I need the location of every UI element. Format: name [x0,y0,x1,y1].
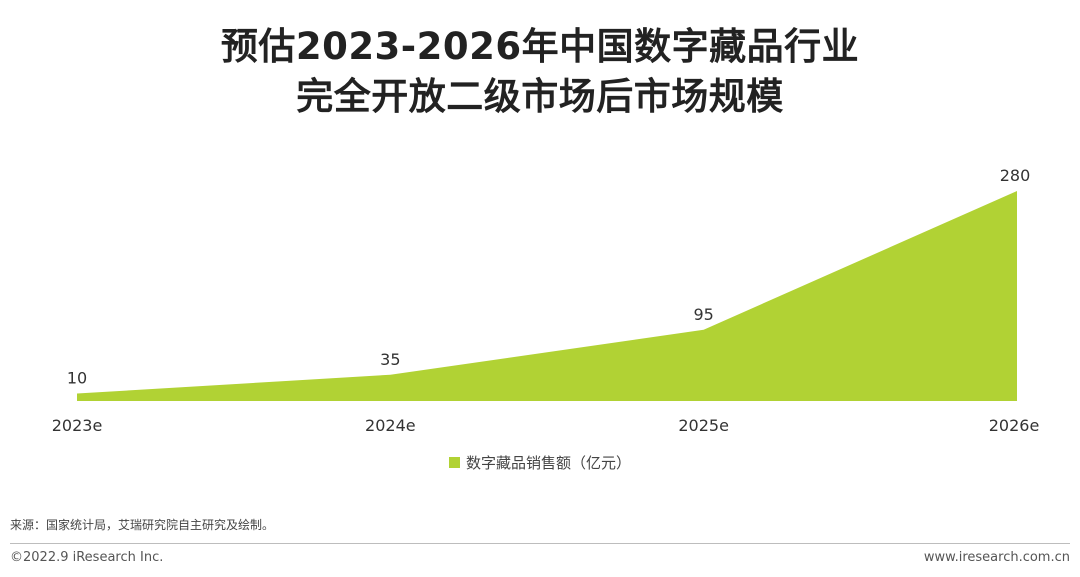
data-label: 280 [1000,166,1031,185]
chart-title-line-1: 预估2023-2026年中国数字藏品行业 [220,25,860,68]
data-label: 35 [380,350,400,369]
data-label: 95 [693,305,713,324]
footer-divider [10,543,1070,544]
x-tick-label: 2026e [989,416,1040,435]
data-label: 10 [67,369,87,388]
source-note: 来源：国家统计局，艾瑞研究院自主研究及绘制。 [10,518,275,532]
legend: 数字藏品销售额（亿元） [0,452,1080,473]
legend-swatch [448,457,460,468]
copyright: ©2022.9 iResearch Inc. [10,550,164,565]
x-tick-label: 2023e [52,416,103,435]
x-tick-label: 2024e [365,416,416,435]
chart-title-line-2: 完全开放二级市场后市场规模 [296,75,784,118]
series-area [77,191,1017,401]
website-link[interactable]: www.iresearch.com.cn [923,550,1070,565]
x-tick-label: 2025e [678,416,729,435]
legend-label: 数字藏品销售额（亿元） [465,454,631,472]
